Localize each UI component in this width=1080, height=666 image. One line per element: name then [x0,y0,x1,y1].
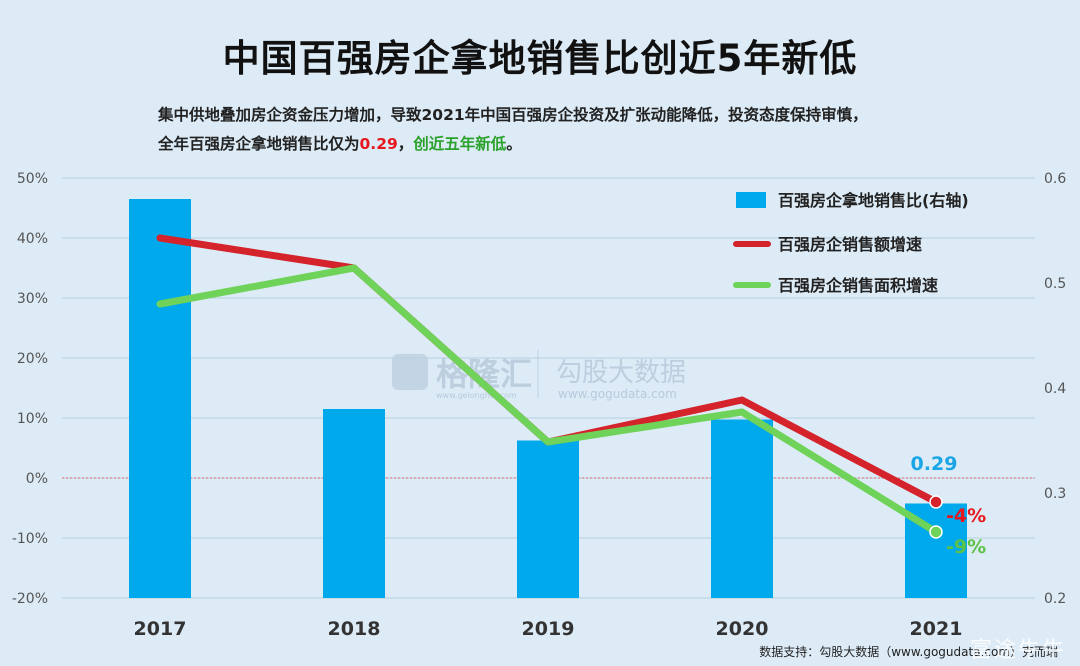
subtitle-line-1: 集中供地叠加房企资金压力增加，导致2021年中国百强房企投资及扩张动能降低，投资… [158,106,868,124]
bar [711,419,773,598]
x-tick-label: 2020 [716,618,769,640]
right-tick-label: 0.4 [1044,381,1066,397]
bar [323,409,385,598]
left-tick-label: 40% [17,231,48,247]
left-tick-label: 30% [17,291,48,307]
right-tick-label: 0.5 [1044,276,1066,292]
subtitle: 集中供地叠加房企资金压力增加，导致2021年中国百强房企投资及扩张动能降低，投资… [158,101,978,159]
series-point-2 [929,525,943,539]
right-tick-label: 0.2 [1044,591,1066,607]
subtitle-end: 。 [506,135,522,153]
bar [129,199,191,598]
series-line-2 [156,264,940,536]
data-label-area-2021: -9% [946,536,986,558]
left-tick-label: 10% [17,411,48,427]
right-tick-label: 0.3 [1044,486,1066,502]
data-label-sales-2021: -4% [946,505,986,527]
x-tick-label: 2021 [910,618,963,640]
bar [517,440,579,598]
subtitle-highlight: 创近五年新低 [413,135,507,153]
watermark-data-cn: 勾股大数据 [556,358,686,388]
watermark-data-en: www.gogudata.com [558,387,677,401]
x-tick-label: 2018 [328,618,381,640]
left-tick-label: 20% [17,351,48,367]
x-tick-label: 2017 [134,618,187,640]
legend-label-0: 百强房企拿地销售比(右轴) [778,191,969,210]
subtitle-value: 0.29 [359,135,398,153]
source-note: 数据支持：勾股大数据（www.gogudata.com）克而瑞 [759,645,1058,659]
page-title: 中国百强房企拿地销售比创近5年新低 [222,37,858,80]
brand-watermark: 富途牛牛 [969,638,1066,663]
subtitle-separator: ， [397,135,414,153]
legend-label-1: 百强房企销售额增速 [778,235,922,254]
legend-label-2: 百强房企销售面积增速 [778,276,938,295]
left-tick-label: 0% [26,471,48,487]
left-tick-label: -10% [12,531,48,547]
series-point-1 [929,495,943,509]
left-tick-label: -20% [12,591,48,607]
right-tick-label: 0.6 [1044,171,1066,187]
subtitle-line-2: 全年百强房企拿地销售比仅为0.29，创近五年新低。 [158,130,978,159]
watermark-logo-icon [392,354,428,390]
legend-swatch-0 [736,192,766,208]
watermark-brand-en: www.gelonghui.com [436,391,517,400]
subtitle-text: 全年百强房企拿地销售比仅为 [158,135,360,153]
left-tick-label: 50% [17,171,48,187]
x-tick-label: 2019 [522,618,575,640]
data-label-bar-2021: 0.29 [911,453,958,475]
